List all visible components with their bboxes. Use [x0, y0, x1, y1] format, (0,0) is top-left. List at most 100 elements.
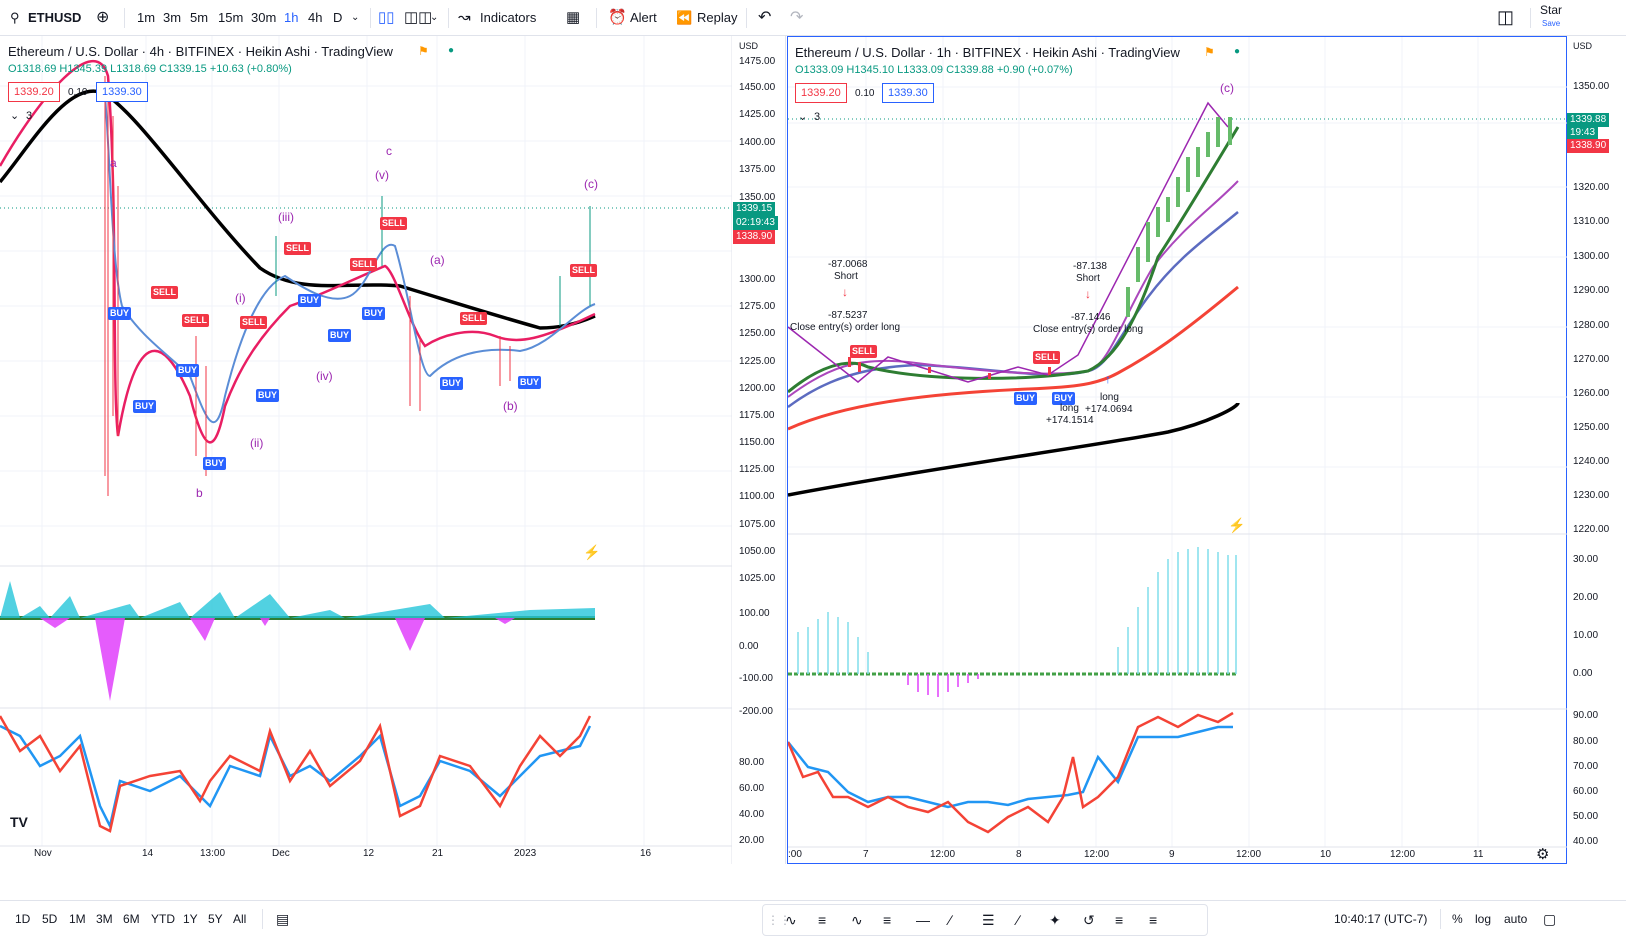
fib-spiral-icon[interactable]: ↺ [1083, 912, 1095, 928]
interval-30m[interactable]: 30m [251, 10, 277, 25]
trend-line-icon[interactable]: ∕ [1017, 912, 1020, 928]
wave-label: (ii) [250, 436, 264, 450]
interval-1h[interactable]: 1h [284, 10, 299, 25]
interval-3m[interactable]: 3m [163, 10, 182, 25]
price-tick: 1400.00 [739, 137, 776, 148]
alert-icon[interactable]: ⏰ [608, 9, 627, 26]
price-tick: 1025.00 [739, 573, 776, 584]
left-bid-box[interactable]: 1339.20 [8, 82, 60, 102]
left-currency-label[interactable]: USD [739, 41, 759, 51]
range-3m[interactable]: 3M [96, 912, 113, 926]
left-chart-pane[interactable]: Ethereum / U.S. Dollar · 4h · BITFINEX ·… [0, 36, 732, 864]
chart-settings-gear-icon[interactable]: ⚙ [1536, 846, 1550, 863]
gann-fan-icon[interactable]: ≡ [1149, 912, 1158, 928]
alert-button[interactable]: Alert [630, 10, 657, 25]
interval-4h[interactable]: 4h [308, 10, 323, 25]
right-price-axis[interactable]: USD 1350.00 1320.00 1310.00 1300.00 1290… [1567, 36, 1626, 864]
star-label[interactable]: Star [1540, 3, 1563, 17]
range-1d[interactable]: 1D [15, 912, 31, 926]
goto-date-icon[interactable]: ▤ [276, 911, 290, 927]
templates-icon[interactable]: ▦ [566, 9, 581, 26]
range-ytd[interactable]: YTD [151, 912, 175, 926]
indicators-button[interactable]: Indicators [480, 10, 537, 25]
symbol-search-icon[interactable]: ⚲ [10, 10, 20, 25]
percent-scale-toggle[interactable]: % [1452, 912, 1463, 926]
interval-15m[interactable]: 15m [218, 10, 244, 25]
fib-channel-icon[interactable]: ≡ [883, 912, 892, 928]
right-collapse-icon[interactable]: ⌄ [798, 111, 808, 123]
range-6m[interactable]: 6M [123, 912, 140, 926]
wave-label: (iv) [316, 369, 333, 383]
range-1y[interactable]: 1Y [183, 912, 198, 926]
sell-signal: SELL [460, 312, 488, 325]
right-chart-title[interactable]: Ethereum / U.S. Dollar · 1h · BITFINEX ·… [795, 45, 1180, 60]
right-currency-label[interactable]: USD [1573, 41, 1593, 51]
auto-scale-toggle[interactable]: auto [1504, 912, 1528, 926]
fib-retracement-icon[interactable]: ≡ [818, 912, 827, 928]
tradingview-logo[interactable]: TV [10, 814, 28, 830]
price-tick: 1290.00 [1573, 285, 1610, 296]
fib-timezone-icon[interactable]: ☰ [982, 912, 995, 928]
undo-icon[interactable]: ↶ [758, 9, 772, 26]
trade-annotation: Short [1076, 273, 1100, 284]
drag-handle-icon[interactable]: ⋮⋮ [767, 913, 791, 927]
interval-5m[interactable]: 5m [190, 10, 209, 25]
buy-signal: BUY [440, 377, 464, 390]
layout-icon[interactable]: ◫ [1497, 7, 1515, 27]
bottom-toolbar: 1D 5D 1M 3M 6M YTD 1Y 5Y All ▤ ⋮⋮ ∿ ≡ ∿ … [0, 900, 1626, 937]
left-time-tick: 12 [363, 848, 375, 859]
xabcd-pattern-icon[interactable]: ✦ [1049, 912, 1061, 928]
left-ask-box[interactable]: 1339.30 [96, 82, 148, 102]
right-bid-box[interactable]: 1339.20 [795, 83, 847, 103]
left-time-tick: 13:00 [200, 848, 226, 859]
add-symbol-icon[interactable]: ⊕ [96, 9, 110, 26]
trade-annotation: long [1060, 403, 1079, 414]
left-collapse-icon[interactable]: ⌄ [10, 110, 20, 122]
range-5d[interactable]: 5D [42, 912, 58, 926]
left-chart-title[interactable]: Ethereum / U.S. Dollar · 4h · BITFINEX ·… [8, 44, 393, 59]
right-ask-box[interactable]: 1339.30 [882, 83, 934, 103]
left-event-icon[interactable]: ⚡ [583, 544, 601, 560]
symbol-label[interactable]: ETHUSD [28, 10, 82, 25]
right-flag-icon[interactable]: ⚑ [1204, 45, 1215, 59]
interval-d[interactable]: D [333, 10, 343, 25]
abc-pattern-icon[interactable]: ∿ [851, 912, 863, 928]
replay-button[interactable]: Replay [697, 10, 738, 25]
macd-tick: -200.00 [739, 706, 773, 717]
interval-dropdown-icon[interactable]: ⌄ [351, 12, 360, 23]
left-ohlc: O1318.69 H1345.39 L1318.69 C1339.15 +10.… [8, 63, 292, 75]
right-chart-pane[interactable]: Ethereum / U.S. Dollar · 1h · BITFINEX ·… [787, 36, 1568, 864]
rsi-tick: 60.00 [1573, 786, 1599, 797]
price-tick: 1475.00 [739, 56, 776, 67]
right-layers-count[interactable]: 3 [814, 111, 821, 123]
left-flag-icon[interactable]: ⚑ [418, 44, 429, 58]
parallel-channel-icon[interactable]: ∕ [949, 912, 952, 928]
range-all[interactable]: All [233, 912, 247, 926]
range-5y[interactable]: 5Y [208, 912, 223, 926]
pitchfork-icon[interactable]: ≡ [1115, 912, 1124, 928]
interval-1m[interactable]: 1m [137, 10, 156, 25]
range-1m[interactable]: 1M [69, 912, 86, 926]
top-toolbar: ⚲ ETHUSD ⊕ 1m 3m 5m 15m 30m 1h 4h D ⌄ ▯▯… [0, 0, 1626, 36]
right-event-icon[interactable]: ⚡ [1228, 517, 1246, 533]
replay-icon[interactable]: ⏪ [676, 10, 693, 25]
fullscreen-icon[interactable]: ▢ [1543, 911, 1557, 927]
redo-icon[interactable]: ↷ [790, 9, 804, 26]
rsi-tick: 40.00 [1573, 836, 1599, 847]
save-label[interactable]: Save [1542, 19, 1561, 28]
horizontal-line-icon[interactable]: — [916, 912, 930, 928]
clock-timezone[interactable]: 10:40:17 (UTC-7) [1334, 912, 1428, 926]
macd-tick: 0.00 [739, 641, 759, 652]
buy-signal: BUY [328, 329, 352, 342]
candles-icon[interactable]: ◫◫ [404, 9, 433, 26]
left-price-axis[interactable]: USD 1475.00 1450.00 1425.00 1400.00 1375… [733, 36, 786, 864]
buy-signal: BUY [518, 376, 542, 389]
log-scale-toggle[interactable]: log [1475, 912, 1492, 926]
bar-chart-icon[interactable]: ▯▯ [378, 9, 395, 26]
buy-signal: BUY [176, 364, 200, 377]
chart-type-dropdown-icon[interactable]: ⌄ [430, 12, 439, 23]
price-tick: 1425.00 [739, 109, 776, 120]
indicators-icon[interactable]: ↝ [458, 9, 471, 26]
elliott-wave-icon[interactable]: ∿ [785, 912, 797, 928]
left-layers-count[interactable]: 3 [26, 110, 33, 122]
